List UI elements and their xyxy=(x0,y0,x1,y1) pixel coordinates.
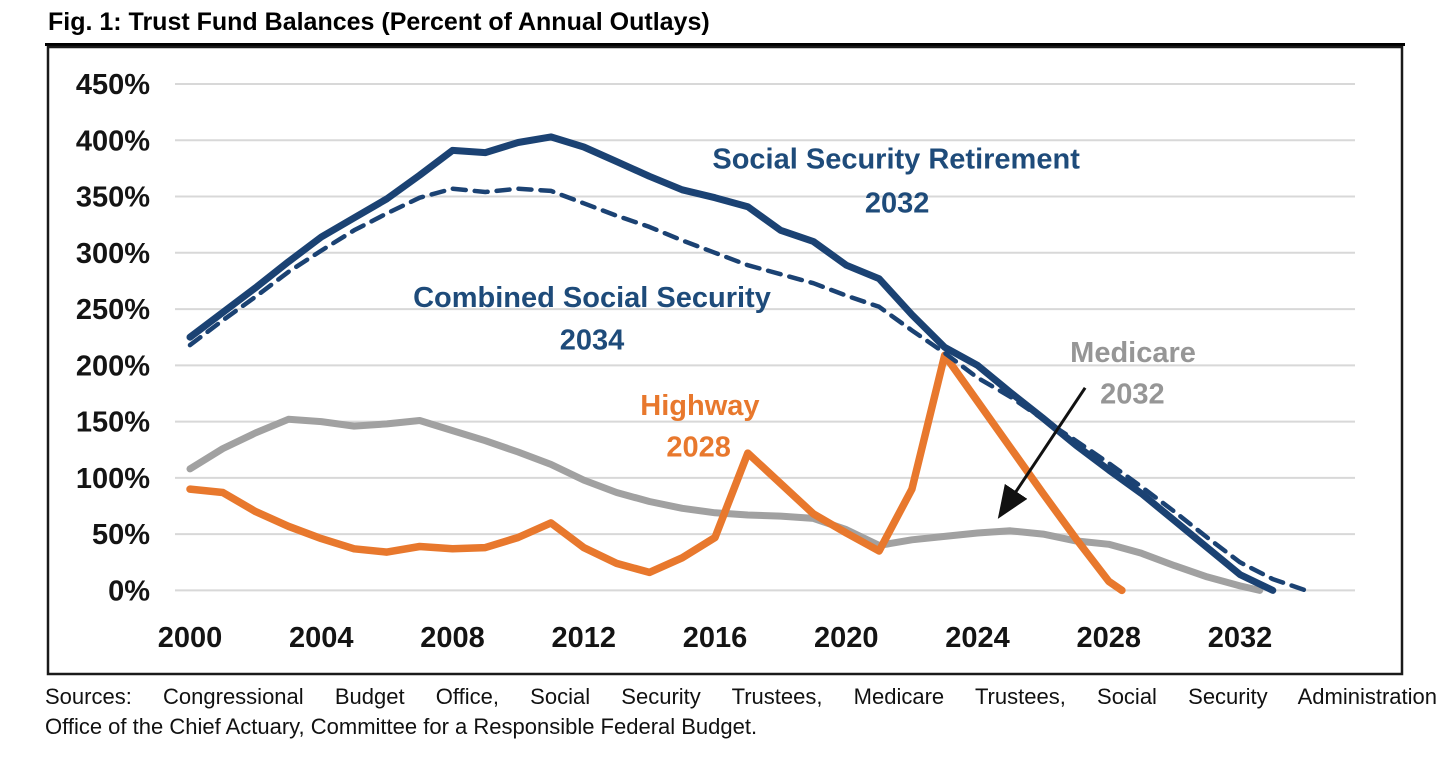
annotation-medicare-year: 2032 xyxy=(1100,379,1165,411)
x-tick-label: 2032 xyxy=(1208,622,1273,654)
y-tick-label: 350% xyxy=(76,182,150,214)
y-tick-label: 0% xyxy=(108,575,150,607)
x-tick-label: 2028 xyxy=(1076,622,1141,654)
annotation-highway-label: Highway xyxy=(640,390,759,422)
medicare-annotation-arrow xyxy=(997,387,1087,519)
sources-line-2: Office of the Chief Actuary, Committee f… xyxy=(45,714,758,739)
series-line-medicare xyxy=(186,415,1264,594)
y-tick-label: 250% xyxy=(76,294,150,326)
x-tick-label: 2000 xyxy=(158,622,223,654)
annotation-ssr-label: Social Security Retirement xyxy=(712,143,1080,175)
y-tick-label: 50% xyxy=(92,519,150,551)
y-tick-label: 200% xyxy=(76,350,150,382)
y-tick-label: 300% xyxy=(76,238,150,270)
annotation-ssr-year: 2032 xyxy=(865,187,930,219)
y-tick-label: 450% xyxy=(76,69,150,101)
series-line-social-security-retirement xyxy=(186,133,1277,594)
y-tick-label: 150% xyxy=(76,407,150,439)
sources-note: Sources: Congressional Budget Office, So… xyxy=(45,682,1437,742)
annotation-highway-year: 2028 xyxy=(666,431,731,463)
annotation-medicare-label: Medicare xyxy=(1070,337,1196,369)
plot-border xyxy=(46,45,1404,676)
x-tick-label: 2008 xyxy=(420,622,485,654)
x-tick-label: 2016 xyxy=(683,622,748,654)
series-line-combined-social-security xyxy=(187,186,1308,593)
x-tick-label: 2012 xyxy=(551,622,616,654)
sources-line-1: Sources: Congressional Budget Office, So… xyxy=(45,684,1437,709)
annotation-combined-label: Combined Social Security xyxy=(413,282,771,314)
figure-title: Fig. 1: Trust Fund Balances (Percent of … xyxy=(45,8,1405,46)
x-tick-label: 2024 xyxy=(945,622,1010,654)
x-tick-label: 2020 xyxy=(814,622,879,654)
x-tick-label: 2004 xyxy=(289,622,354,654)
y-tick-label: 400% xyxy=(76,125,150,157)
annotation-combined-year: 2034 xyxy=(560,325,625,357)
y-tick-label: 100% xyxy=(76,463,150,495)
series-line-highway xyxy=(186,351,1126,595)
